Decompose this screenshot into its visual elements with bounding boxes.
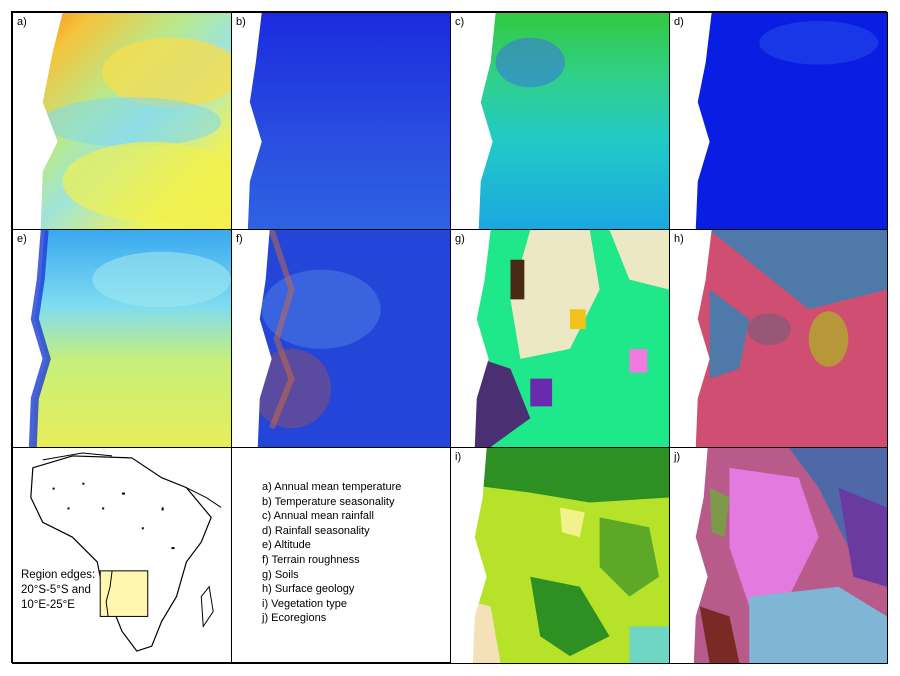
region-note-line-1: Region edges: bbox=[21, 569, 96, 581]
legend-item: f) Terrain roughness bbox=[262, 553, 360, 566]
region-note-line-3: 10°E-25°E bbox=[21, 599, 75, 611]
panel-b-label: b) bbox=[236, 16, 246, 28]
panel-a-label: a) bbox=[17, 16, 27, 28]
legend-item: i) Vegetation type bbox=[262, 597, 348, 610]
region-edges-note: Region edges: 20°S-5°S and 10°E-25°E bbox=[21, 568, 95, 613]
panel-b-temperature-seasonality-map: b) bbox=[231, 12, 451, 230]
panel-h-label: h) bbox=[674, 233, 684, 245]
figure-grid: a) b) bbox=[11, 11, 888, 664]
legend-item: h) Surface geology bbox=[262, 583, 355, 596]
legend-item: g) Soils bbox=[262, 568, 299, 581]
panel-g-soils-map: g) bbox=[450, 229, 670, 448]
panel-c-label: c) bbox=[455, 16, 465, 28]
legend-panel: a) Annual mean temperature b) Temperatur… bbox=[231, 447, 451, 664]
legend-item: j) Ecoregions bbox=[262, 612, 327, 625]
legend-item: e) Altitude bbox=[262, 539, 311, 552]
region-note-line-2: 20°S-5°S and bbox=[21, 584, 91, 596]
legend-item: b) Temperature seasonality bbox=[262, 495, 395, 508]
africa-locator-map: Region edges: 20°S-5°S and 10°E-25°E bbox=[12, 447, 232, 664]
panel-f-label: f) bbox=[236, 233, 243, 245]
panel-j-label: j) bbox=[674, 451, 681, 463]
panel-a-temperature-map: a) bbox=[12, 12, 232, 230]
panel-g-label: g) bbox=[455, 233, 465, 245]
legend-item: a) Annual mean temperature bbox=[262, 481, 402, 493]
panel-d-rainfall-seasonality-map: d) bbox=[669, 12, 888, 230]
panel-c-rainfall-map: c) bbox=[450, 12, 670, 230]
panel-f-terrain-roughness-map: f) bbox=[231, 229, 451, 448]
panel-i-vegetation-map: i) bbox=[450, 447, 670, 664]
legend-item: d) Rainfall seasonality bbox=[262, 524, 370, 537]
panel-d-label: d) bbox=[674, 16, 684, 28]
panel-h-surface-geology-map: h) bbox=[669, 229, 888, 448]
legend-item: c) Annual mean rainfall bbox=[262, 510, 374, 523]
panel-i-label: i) bbox=[455, 451, 462, 463]
panel-e-label: e) bbox=[17, 233, 27, 245]
panel-e-altitude-map: e) bbox=[12, 229, 232, 448]
panel-j-ecoregions-map: j) bbox=[669, 447, 888, 664]
legend-list: a) Annual mean temperature b) Temperatur… bbox=[262, 480, 401, 626]
